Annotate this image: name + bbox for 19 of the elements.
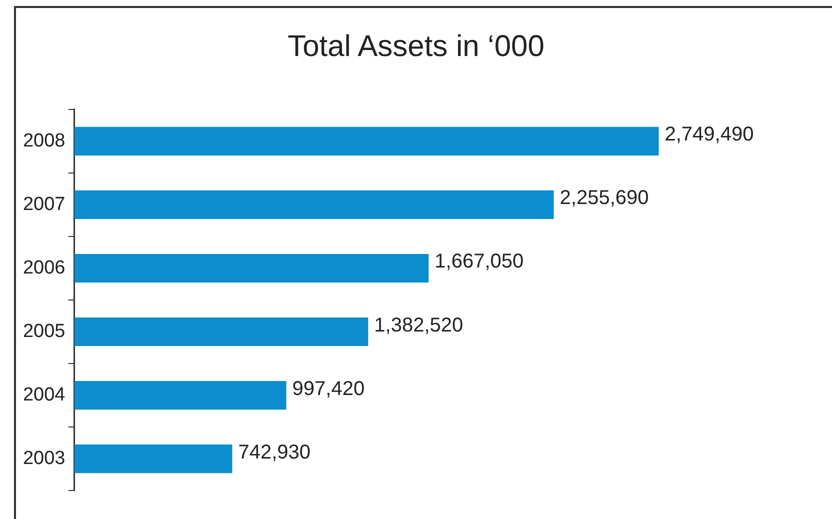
bar (74, 254, 429, 283)
data-label: 2,749,490 (664, 124, 754, 146)
bar (74, 444, 232, 474)
y-tick-label: 2008 (22, 130, 66, 152)
bar (74, 126, 659, 156)
y-tick-label: 2007 (22, 194, 66, 215)
data-label: 1,382,520 (374, 314, 464, 336)
data-label: 1,667,050 (434, 250, 524, 273)
bar (74, 190, 554, 219)
data-label: 742,930 (238, 441, 310, 464)
y-tick-label: 2006 (22, 257, 66, 278)
y-tick-label: 2005 (22, 321, 66, 342)
y-tick-label: 2004 (22, 384, 66, 406)
bar (74, 317, 368, 346)
data-label: 997,420 (292, 378, 365, 400)
y-tick-label: 2003 (22, 448, 66, 470)
data-label: 2,255,690 (560, 187, 649, 210)
chart-title: Total Assets in ‘000 (286, 30, 546, 64)
bar (74, 381, 286, 410)
